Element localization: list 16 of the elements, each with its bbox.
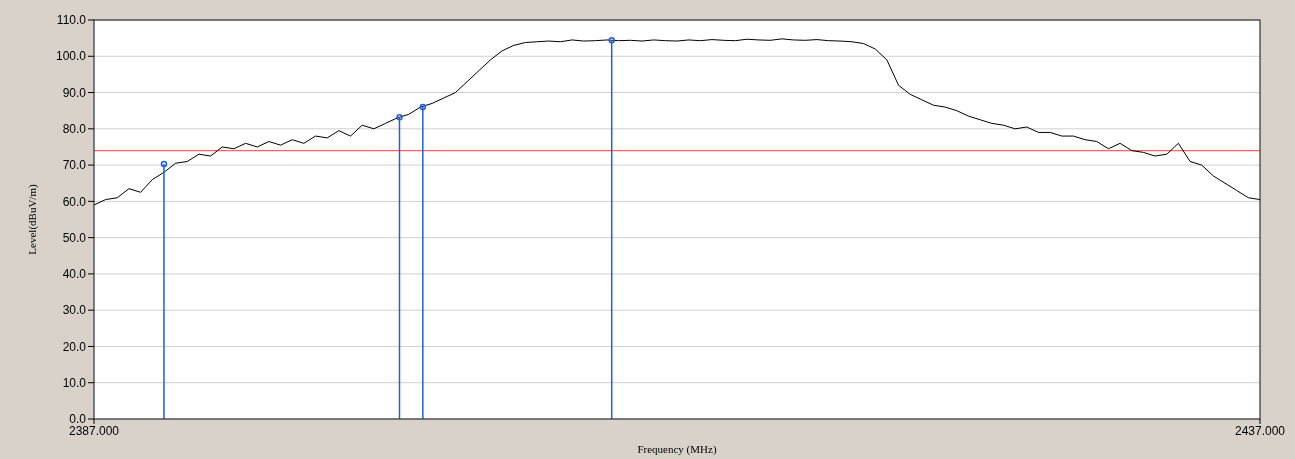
y-tick-label: 90.0 (62, 85, 87, 100)
y-tick-label: 70.0 (62, 158, 87, 173)
y-tick-label: 30.0 (62, 303, 87, 318)
y-tick-label: 40.0 (62, 267, 87, 282)
x-axis-title: Frequency (MHz) (637, 443, 717, 456)
y-tick-label: 100.0 (55, 49, 87, 64)
y-tick-label: 80.0 (62, 122, 87, 137)
x-tick-label: 2387.000 (68, 424, 120, 438)
y-tick-label: 10.0 (62, 375, 87, 390)
y-axis-title: Level(dBuV/m) (26, 184, 39, 255)
y-tick-label: 50.0 (62, 230, 87, 245)
y-tick-label: 110.0 (56, 13, 87, 28)
x-tick-label: 2437.000 (1234, 424, 1286, 438)
y-tick-label: 60.0 (62, 194, 87, 209)
y-tick-label: 0.0 (69, 412, 87, 427)
y-tick-label: 20.0 (62, 339, 87, 354)
